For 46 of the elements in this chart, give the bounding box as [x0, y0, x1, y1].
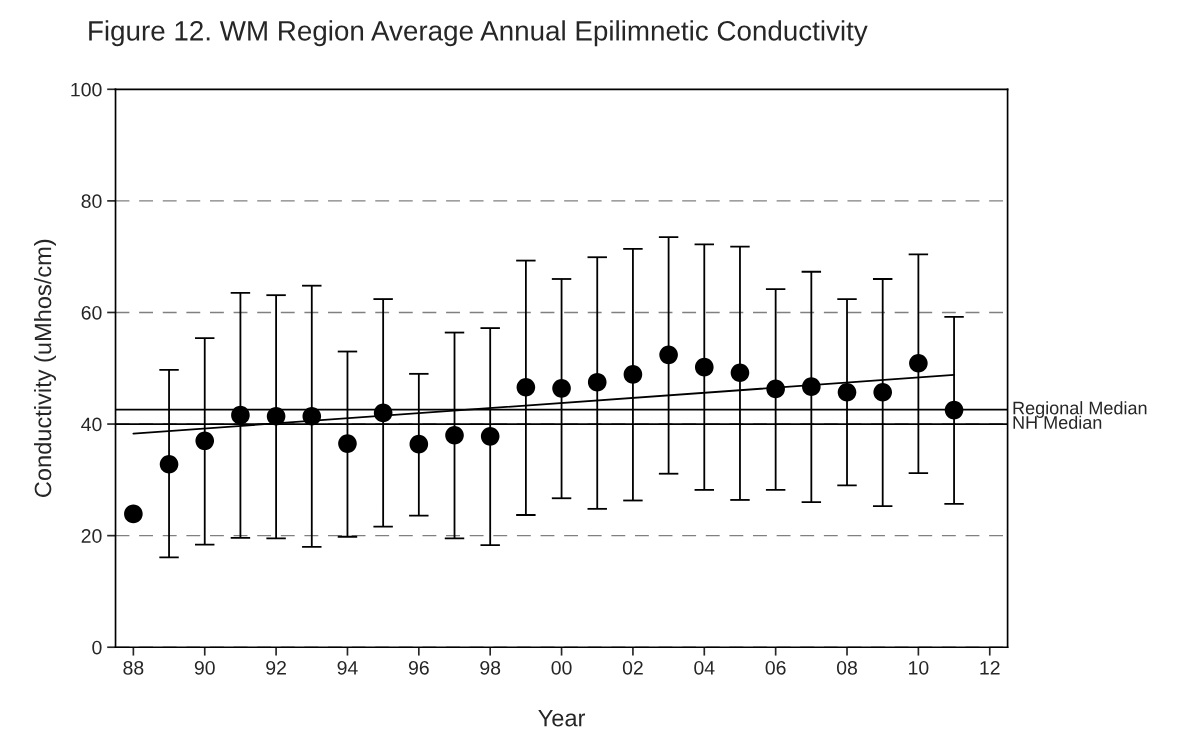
point [552, 379, 571, 398]
x-tick-label: 00 [551, 660, 572, 675]
x-tick-label: 12 [980, 660, 1000, 675]
y-tick-label: 60 [81, 305, 102, 320]
x-tick-label: 02 [622, 660, 643, 675]
x-tick-label: 98 [480, 660, 501, 675]
point [623, 365, 643, 384]
x-tick-label: 08 [836, 660, 857, 675]
point [124, 504, 143, 524]
y-tick-label: 40 [81, 417, 102, 432]
point [659, 345, 678, 365]
point [373, 403, 393, 423]
y-axis-title: Conductivity (uMhos/cm) [33, 239, 56, 497]
x-tick-label: 96 [408, 660, 429, 675]
x-axis-title: Year [538, 709, 586, 727]
y-tick-label: 80 [81, 194, 102, 209]
point [409, 434, 429, 454]
x-tick-label: 10 [909, 660, 929, 675]
point [480, 427, 500, 446]
point [231, 405, 250, 425]
x-tick-label: 04 [694, 660, 715, 675]
chart-title: Figure 12. WM Region Average Annual Epilimnetic Conductivity [89, 20, 868, 47]
x-tick-label: 94 [337, 660, 358, 675]
point [338, 434, 357, 453]
point [837, 382, 857, 402]
point [302, 406, 322, 426]
point [802, 377, 821, 396]
x-tick-label: 92 [266, 660, 286, 675]
x-tick-label: 90 [194, 660, 215, 675]
point [944, 400, 964, 420]
point [159, 454, 179, 474]
point [195, 431, 215, 451]
point [730, 363, 750, 383]
point [266, 406, 286, 426]
point [516, 377, 536, 397]
y-tick-label: 0 [92, 640, 102, 655]
point [909, 353, 928, 373]
x-tick-label: 88 [123, 660, 144, 675]
point [445, 425, 464, 445]
point [873, 382, 893, 402]
point [587, 372, 607, 392]
point [694, 357, 714, 377]
x-tick-label: 06 [765, 660, 786, 675]
y-tick-label: 100 [71, 82, 102, 97]
y-tick-label: 20 [81, 529, 102, 543]
point [766, 379, 785, 399]
